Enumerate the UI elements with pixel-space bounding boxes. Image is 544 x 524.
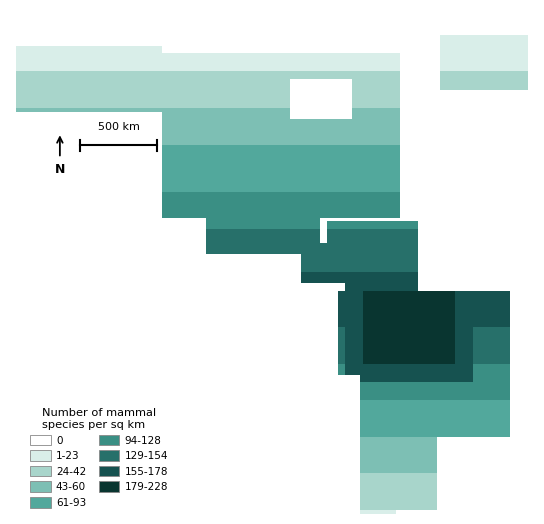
Text: 500 km: 500 km [98, 123, 140, 133]
Text: N: N [55, 163, 65, 177]
Legend: 0, 1-23, 24-42, 43-60, 61-93, 94-128, 129-154, 155-178, 179-228: 0, 1-23, 24-42, 43-60, 61-93, 94-128, 12… [27, 405, 171, 511]
